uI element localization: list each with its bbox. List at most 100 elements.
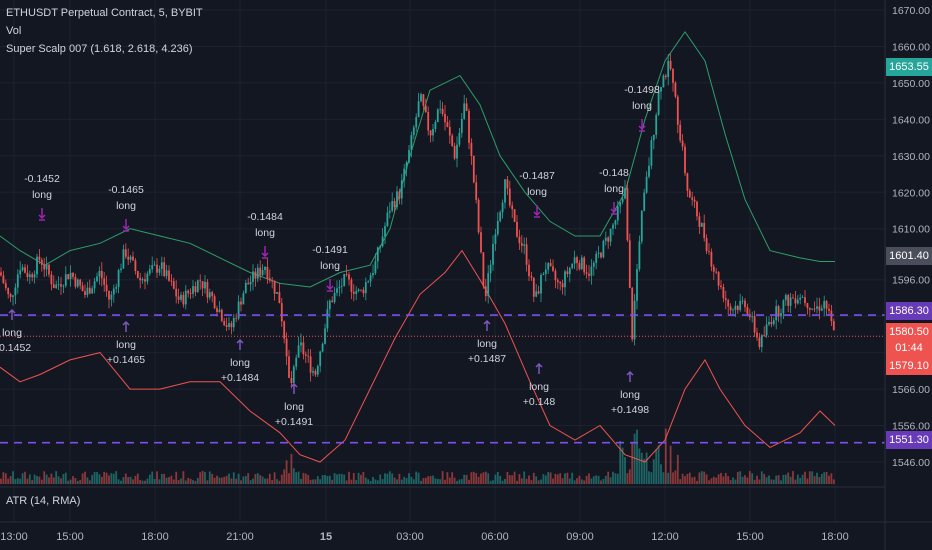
bands bbox=[0, 31, 836, 463]
candle-body bbox=[811, 308, 814, 310]
time-tick-label: 13:00 bbox=[0, 531, 28, 543]
volume-bar bbox=[456, 480, 458, 484]
volume-bar bbox=[715, 477, 718, 484]
candle-body bbox=[45, 264, 48, 270]
volume-bar bbox=[415, 471, 418, 484]
volume-bar bbox=[508, 475, 511, 484]
volume-bar bbox=[686, 473, 689, 484]
volume-bar bbox=[554, 473, 557, 484]
volume-bar bbox=[26, 478, 29, 484]
volume-bar bbox=[31, 480, 34, 484]
candle-body bbox=[122, 249, 125, 269]
candle-body bbox=[652, 134, 655, 141]
volume-bar bbox=[636, 429, 638, 484]
volume-bar bbox=[122, 477, 125, 484]
buy-signal-icon bbox=[290, 382, 298, 394]
candle-body bbox=[40, 259, 43, 265]
volume-bar bbox=[506, 471, 509, 484]
candle-body bbox=[266, 266, 269, 279]
indicator-label[interactable]: Super Scalp 007 (1.618, 2.618, 4.236) bbox=[6, 43, 193, 55]
candle-body bbox=[499, 212, 502, 222]
volume-bar bbox=[708, 480, 710, 484]
candle-body bbox=[808, 307, 811, 310]
volume-bar bbox=[463, 474, 466, 484]
candle-body bbox=[477, 199, 480, 233]
volume-bar bbox=[818, 477, 821, 484]
volume-bar bbox=[429, 476, 432, 484]
candle-body bbox=[100, 270, 103, 279]
candles bbox=[0, 53, 835, 389]
candle-body bbox=[799, 297, 802, 300]
volume-bar bbox=[696, 480, 698, 484]
candle-body bbox=[448, 126, 451, 136]
candle-body bbox=[362, 289, 365, 294]
candle-body bbox=[14, 287, 17, 296]
volume-bar bbox=[391, 473, 394, 484]
candle-body bbox=[544, 269, 547, 274]
candle-body bbox=[825, 301, 828, 309]
candle-body bbox=[520, 243, 523, 246]
volume-bar bbox=[273, 472, 276, 484]
candle-body bbox=[247, 282, 250, 285]
volume-bar bbox=[489, 480, 492, 484]
volume-bar bbox=[24, 471, 26, 484]
volume-bar bbox=[717, 474, 720, 484]
volume-bar bbox=[535, 476, 538, 484]
candle-body bbox=[705, 238, 708, 252]
candle-body bbox=[218, 309, 221, 312]
candle-body bbox=[259, 267, 262, 276]
time-axis[interactable]: 13:00 15:00 18:00 21:00 15 03:00 06:00 09:00 12:… bbox=[0, 531, 849, 543]
volume-bar bbox=[252, 478, 254, 484]
candle-body bbox=[141, 279, 144, 281]
candle-body bbox=[492, 243, 494, 265]
volume-bar bbox=[211, 473, 214, 484]
candle-body bbox=[765, 324, 768, 336]
candle-body bbox=[650, 140, 653, 166]
candle-body bbox=[564, 271, 566, 288]
volume-bar bbox=[264, 478, 266, 484]
candle-body bbox=[439, 108, 442, 110]
volume-bar bbox=[38, 476, 41, 484]
candle-body bbox=[331, 300, 334, 303]
symbol-title[interactable]: ETHUSDT Perpetual Contract, 5, BYBIT bbox=[6, 7, 203, 19]
candle-body bbox=[549, 263, 552, 267]
volume-bar bbox=[235, 478, 238, 484]
volume-bar bbox=[804, 471, 806, 484]
atr-indicator-label[interactable]: ATR (14, RMA) bbox=[6, 495, 81, 507]
candle-body bbox=[393, 201, 396, 208]
volume-bar bbox=[684, 476, 686, 484]
volume-bar bbox=[304, 473, 307, 484]
candle-body bbox=[674, 82, 677, 97]
candle-body bbox=[693, 199, 696, 202]
volume-bar bbox=[592, 476, 595, 484]
candle-body bbox=[252, 271, 254, 282]
volume-bar bbox=[336, 474, 338, 484]
volume-label[interactable]: Vol bbox=[6, 25, 22, 37]
volume-bar bbox=[693, 476, 696, 484]
candle-body bbox=[576, 257, 578, 264]
volume-bar bbox=[628, 469, 631, 484]
volume-bar bbox=[254, 474, 257, 484]
candle-body bbox=[609, 228, 612, 242]
volume-bar bbox=[722, 476, 725, 484]
candle-body bbox=[105, 284, 108, 292]
volume-bar bbox=[748, 471, 751, 484]
volume-bar bbox=[657, 445, 660, 484]
volume-bar bbox=[158, 479, 161, 484]
candle-body bbox=[816, 306, 818, 309]
candle-body bbox=[55, 284, 58, 289]
candle-body bbox=[638, 241, 641, 270]
candle-body bbox=[120, 268, 122, 271]
signal-top-label: long bbox=[32, 189, 52, 201]
candle-body bbox=[578, 263, 581, 270]
volume-bar bbox=[168, 477, 170, 484]
candle-body bbox=[98, 270, 101, 277]
price-axis[interactable]: 1546.001556.001566.001576.001586.001596.… bbox=[892, 5, 930, 469]
candle-body bbox=[216, 308, 218, 312]
volume-bar bbox=[832, 479, 835, 484]
volume-bar bbox=[465, 474, 468, 484]
volume-bar bbox=[398, 473, 401, 484]
candle-body bbox=[657, 91, 660, 115]
candle-body bbox=[254, 271, 257, 279]
